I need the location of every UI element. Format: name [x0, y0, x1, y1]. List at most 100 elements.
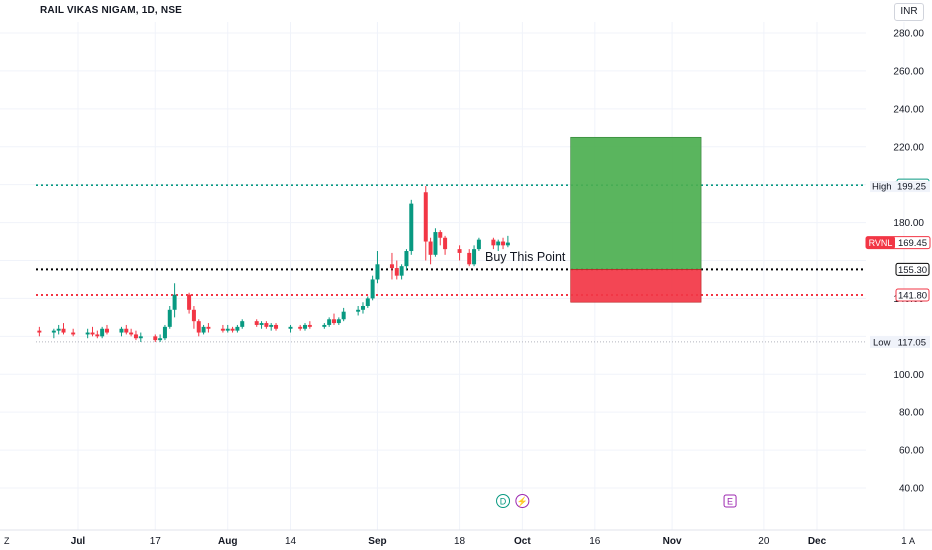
candle-body [331, 319, 336, 324]
candle-body [438, 232, 443, 238]
event-marker[interactable]: E [723, 494, 737, 508]
stop-zone [570, 269, 702, 303]
candle-body [56, 328, 61, 331]
candle-body [61, 328, 66, 333]
high-name-label: High [872, 182, 892, 193]
candle-body [443, 237, 448, 250]
candle-body [467, 252, 472, 265]
candle-body [133, 334, 138, 339]
candle-body [370, 279, 375, 299]
low-price-label: 117.05 [898, 337, 926, 348]
candle-body [191, 309, 196, 322]
candle-body [404, 251, 409, 267]
event-marker-circle [496, 494, 511, 508]
time-tick-label: Aug [218, 536, 237, 547]
time-tick-label: Nov [663, 536, 682, 547]
candle-body [71, 332, 76, 335]
stop-price-label: 141.80 [898, 291, 927, 302]
time-tick-label: 1 [901, 536, 907, 547]
candle-body [264, 323, 269, 327]
time-tick-label: 16 [589, 536, 601, 547]
time-tick-label: 17 [150, 536, 162, 547]
symbol-name-text: RVNL [869, 238, 893, 248]
auto-scale-button[interactable]: A [909, 536, 916, 546]
time-tick-label: Sep [368, 536, 386, 547]
time-tick-label: Jul [71, 536, 86, 547]
annotations: Buy This Point [485, 250, 566, 264]
stop-price-box [895, 288, 930, 302]
candle-body [187, 294, 192, 310]
candle-body [119, 328, 124, 333]
buy-annotation: Buy This Point [485, 250, 566, 264]
symbol-price-label: 169.45 [898, 238, 927, 249]
grid [0, 22, 905, 530]
candle-body [288, 326, 293, 329]
candle-body [220, 328, 225, 331]
candle-body [235, 326, 240, 331]
candle-body [409, 203, 414, 252]
candle-body [254, 321, 259, 325]
price-tick-label: 280.00 [893, 29, 924, 40]
price-tick-label: 100.00 [893, 370, 924, 381]
high-price-label: 199.25 [897, 182, 926, 193]
candle-body [37, 330, 42, 333]
event-markers[interactable]: D ⚡ E [496, 494, 737, 508]
candlesticks [37, 186, 510, 343]
time-tick-label: Oct [514, 536, 531, 547]
zoom-button[interactable]: Z [4, 536, 10, 546]
currency-button[interactable]: INR [894, 3, 924, 21]
candle-body [100, 328, 105, 337]
candle-body [90, 332, 95, 335]
candle-body [124, 328, 129, 333]
candle-body [274, 324, 279, 329]
event-marker-label: D [500, 497, 507, 507]
candle-body [501, 241, 506, 246]
candle-body [201, 326, 206, 333]
event-marker[interactable]: D [496, 494, 511, 508]
time-tick-label: 18 [454, 536, 466, 547]
candle-body [85, 332, 90, 335]
candle-body [240, 321, 245, 327]
candle-body [206, 326, 211, 329]
event-marker-label: ⚡ [517, 496, 528, 508]
price-axis[interactable]: 40.0060.0080.00100.00140.00180.00200.002… [865, 29, 931, 495]
candle-body [356, 309, 361, 312]
event-marker[interactable]: ⚡ [515, 494, 530, 508]
candle-body [51, 330, 56, 333]
symbol-title: RAIL VIKAS NIGAM, 1D, NSE [40, 5, 183, 16]
candle-body [472, 249, 477, 265]
high-price-box [870, 181, 930, 193]
candle-body [327, 319, 332, 325]
price-tick-label: 260.00 [893, 66, 924, 77]
candle-body [158, 338, 163, 341]
candle-body [172, 294, 177, 310]
price-tick-label: 60.00 [899, 446, 924, 457]
candle-body [167, 309, 172, 327]
price-tick-label: 80.00 [899, 408, 924, 419]
entry-price-label: 155.30 [898, 265, 927, 276]
price-tick-label: 180.00 [893, 218, 924, 229]
candle-body [365, 298, 370, 306]
candle-body [336, 319, 341, 324]
candle-body [104, 328, 109, 333]
candle-body [423, 192, 428, 242]
candle-body [389, 264, 394, 269]
candle-body [230, 328, 235, 331]
candle-body [505, 242, 510, 246]
candle-body [491, 239, 496, 246]
candle-body [129, 332, 134, 335]
candle-body [476, 239, 481, 250]
candle-body [399, 266, 404, 276]
candle-body [496, 241, 501, 246]
candle-body [259, 323, 264, 325]
candle-body [307, 324, 312, 327]
symbol-name-box [866, 236, 895, 249]
low-name-label: Low [873, 337, 891, 348]
low-price-box [870, 335, 930, 348]
candle-body [225, 328, 230, 331]
price-tick-label: 40.00 [899, 484, 924, 495]
time-axis[interactable]: Jul 17 Aug 14 Sep 18 Oct 16 Nov 20 Dec 1 [0, 529, 932, 547]
long-position-tool[interactable] [570, 136, 702, 303]
candle-body [298, 326, 303, 329]
